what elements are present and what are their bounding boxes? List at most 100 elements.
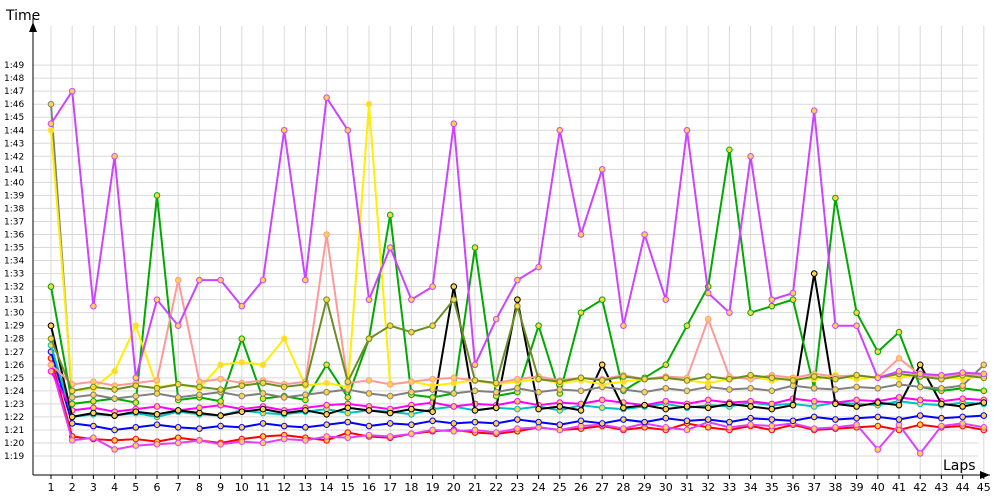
data-point — [895, 328, 903, 336]
y-tick-label: 1:38 — [4, 204, 24, 214]
axes: Time Laps — [5, 8, 990, 479]
data-point — [323, 361, 330, 369]
data-point — [556, 378, 564, 386]
data-point — [280, 394, 288, 401]
data-point — [662, 374, 670, 382]
data-point — [980, 361, 988, 369]
data-point — [641, 375, 648, 383]
data-point — [683, 387, 691, 395]
data-point — [386, 244, 394, 251]
x-tick-label: 4 — [111, 481, 118, 494]
data-point — [90, 409, 97, 417]
x-tick-label: 32 — [701, 481, 715, 494]
y-tick-label: 1:44 — [4, 126, 24, 136]
series-2 — [47, 361, 988, 457]
data-point — [47, 120, 55, 128]
data-point — [365, 407, 373, 414]
x-tick-label: 41 — [892, 481, 906, 494]
data-point — [683, 322, 691, 330]
data-point — [514, 375, 521, 383]
data-point — [238, 392, 246, 400]
series-3 — [47, 348, 988, 434]
data-point — [726, 309, 733, 316]
data-point — [408, 296, 415, 303]
data-point — [386, 392, 394, 400]
x-tick-label: 24 — [532, 481, 546, 494]
data-point — [620, 416, 627, 423]
data-point — [174, 276, 182, 284]
data-point — [408, 378, 415, 386]
data-point — [598, 404, 606, 412]
data-point — [174, 424, 182, 431]
data-point — [810, 413, 818, 421]
data-point — [429, 408, 436, 415]
data-point — [323, 421, 330, 429]
data-point — [514, 296, 521, 303]
y-tick-label: 1:27 — [4, 348, 24, 358]
data-point — [492, 379, 500, 387]
data-point — [492, 420, 500, 427]
x-tick-label: 35 — [765, 481, 779, 494]
data-point — [810, 373, 818, 380]
data-point — [810, 270, 818, 277]
data-point — [344, 378, 352, 386]
data-point — [408, 388, 415, 396]
x-tick-label: 10 — [235, 481, 249, 494]
data-point — [386, 420, 394, 427]
data-point — [47, 126, 55, 134]
data-point — [302, 437, 309, 444]
data-point — [153, 384, 161, 392]
data-point — [323, 296, 330, 303]
x-tick-label: 12 — [277, 481, 291, 494]
x-tick-label: 13 — [298, 481, 312, 494]
data-point — [704, 373, 712, 380]
data-point — [280, 126, 288, 134]
data-point — [535, 322, 542, 330]
x-tick-labels: 1 2 3 4 5 6 7 8 9 10 11 12 13 14 15 16 17 18 19 20 21 22 23 24 2… — [48, 475, 991, 494]
data-point — [895, 401, 903, 409]
data-point — [620, 373, 627, 380]
data-point — [323, 379, 330, 387]
data-point — [344, 394, 352, 401]
data-point — [450, 427, 458, 435]
data-point — [916, 450, 924, 457]
data-point — [365, 422, 373, 430]
data-point — [450, 283, 458, 290]
data-point — [174, 439, 182, 447]
data-point — [132, 408, 140, 415]
x-tick-label: 22 — [489, 481, 503, 494]
data-point — [895, 368, 903, 375]
data-point — [683, 377, 691, 384]
data-point — [196, 383, 203, 391]
data-point — [895, 381, 903, 388]
data-point — [810, 107, 818, 115]
data-point — [832, 386, 839, 393]
data-point — [492, 429, 500, 436]
x-tick-label: 33 — [722, 481, 736, 494]
data-point — [217, 361, 224, 369]
data-point — [132, 399, 140, 406]
data-point — [747, 309, 754, 316]
data-point — [111, 412, 118, 419]
y-tick-label: 1:21 — [4, 426, 24, 436]
data-point — [662, 405, 670, 413]
data-point — [450, 420, 458, 427]
y-tick-label: 1:43 — [4, 139, 24, 149]
data-point — [259, 276, 267, 284]
data-point — [662, 384, 670, 392]
x-tick-label: 15 — [341, 481, 355, 494]
x-axis-title: Laps — [943, 458, 976, 474]
x-tick-label: 3 — [90, 481, 97, 494]
data-point — [683, 417, 691, 425]
data-point — [90, 383, 97, 391]
data-point — [450, 120, 458, 128]
data-point — [853, 322, 860, 330]
x-tick-label: 37 — [807, 481, 821, 494]
x-tick-label: 21 — [468, 481, 482, 494]
data-point — [577, 231, 585, 238]
data-point — [408, 421, 415, 429]
data-point — [280, 409, 288, 417]
y-tick-label: 1:40 — [4, 178, 24, 188]
data-point — [280, 422, 288, 430]
data-point — [471, 407, 479, 414]
